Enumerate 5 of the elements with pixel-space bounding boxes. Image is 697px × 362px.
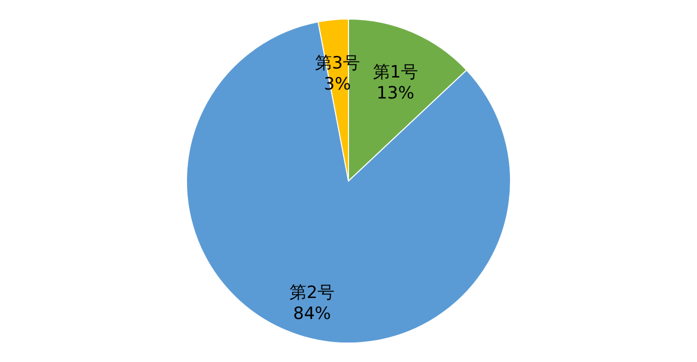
data-label: 13% [376, 84, 414, 104]
pie-slice [186, 21, 511, 344]
slice-label: 第1号 [372, 62, 418, 83]
slice-label: 第2号 [290, 283, 334, 304]
data-label: 84% [293, 304, 331, 324]
